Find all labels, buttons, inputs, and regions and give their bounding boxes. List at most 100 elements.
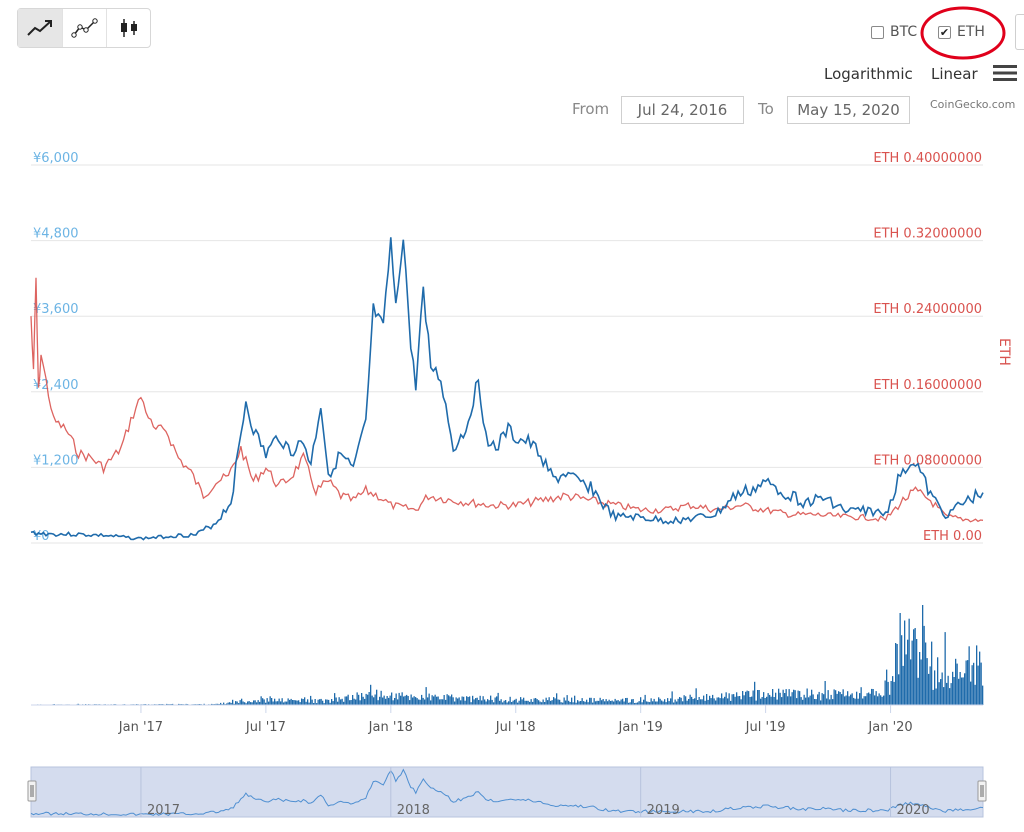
volume-bar: [811, 689, 813, 705]
volume-bar: [448, 695, 450, 705]
volume-bar: [962, 677, 964, 705]
volume-bar: [928, 673, 930, 705]
candlestick-chart-button[interactable]: [106, 9, 150, 47]
volume-bar: [431, 695, 433, 705]
line-markers-chart-button[interactable]: [62, 9, 106, 47]
volume-bar: [598, 700, 600, 705]
cut-off-control[interactable]: [1015, 14, 1024, 50]
volume-bar: [601, 700, 603, 705]
volume-bar: [725, 692, 727, 705]
volume-bar: [896, 644, 898, 705]
volume-bar: [893, 681, 895, 705]
volume-bar: [889, 694, 891, 705]
volume-bar: [398, 692, 400, 705]
volume-bar: [829, 699, 831, 705]
volume-bar: [650, 698, 652, 705]
volume-bar: [880, 695, 882, 705]
volume-bar: [676, 701, 678, 705]
volume-bar: [568, 700, 570, 705]
y-right-tick-label: ETH 0.40000000: [873, 151, 982, 166]
volume-bar: [830, 694, 832, 705]
btc-toggle[interactable]: BTC: [871, 24, 917, 40]
volume-bar: [413, 696, 415, 705]
volume-bar: [761, 697, 763, 705]
y-left-tick-label: ¥3,600: [33, 302, 79, 317]
volume-bar: [832, 699, 834, 705]
volume-bar: [434, 694, 436, 705]
volume-bar: [418, 699, 420, 705]
volume-bar: [770, 696, 772, 705]
volume-bar: [532, 701, 534, 705]
navigator-right-handle[interactable]: [977, 780, 987, 802]
volume-bar: [680, 697, 682, 705]
volume-bar: [904, 620, 906, 705]
volume-bar: [595, 701, 597, 705]
range-from-input[interactable]: Jul 24, 2016: [621, 96, 744, 124]
menu-icon[interactable]: [993, 64, 1017, 82]
volume-bar: [472, 695, 474, 705]
volume-bar: [701, 699, 703, 705]
volume-bar: [934, 670, 936, 705]
volume-bar: [454, 701, 456, 705]
volume-bar: [826, 698, 828, 705]
volume-bar: [613, 701, 615, 705]
volume-bar: [656, 701, 658, 705]
volume-bar: [509, 696, 511, 705]
eth-toggle[interactable]: ✔ ETH: [938, 24, 985, 40]
volume-bar: [955, 658, 957, 705]
volume-bar: [490, 695, 492, 705]
volume-bar: [589, 697, 591, 705]
volume-bar: [227, 702, 229, 705]
volume-bar: [679, 697, 681, 705]
logarithmic-toggle[interactable]: Logarithmic: [824, 65, 913, 83]
volume-bar: [863, 696, 865, 705]
volume-bar: [673, 702, 675, 705]
line-chart-button[interactable]: [18, 9, 62, 47]
volume-bar: [571, 697, 573, 705]
credit-link[interactable]: CoinGecko.com: [930, 98, 1016, 111]
volume-bar: [605, 699, 607, 705]
volume-bar: [869, 693, 871, 705]
linear-toggle[interactable]: Linear: [931, 65, 978, 83]
volume-bar: [320, 698, 322, 705]
volume-bar: [397, 699, 399, 705]
volume-bar: [185, 703, 187, 705]
volume-bar: [371, 695, 373, 705]
volume-bar: [727, 698, 729, 705]
volume-bar: [259, 701, 261, 705]
volume-bar: [217, 703, 219, 705]
line-markers-chart-icon: [70, 18, 98, 38]
volume-bar: [539, 701, 541, 705]
eth-checkbox[interactable]: ✔: [938, 25, 951, 39]
volume-bar: [572, 702, 574, 705]
volume-bar: [404, 695, 406, 705]
volume-bar: [223, 702, 225, 705]
volume-bar: [859, 693, 861, 705]
volume-bar: [289, 699, 291, 705]
volume-bar: [373, 697, 375, 705]
volume-bar: [557, 699, 559, 705]
volume-bar: [479, 695, 481, 705]
volume-bar: [562, 702, 564, 705]
volume-bar: [877, 696, 879, 705]
range-to-input[interactable]: May 15, 2020: [787, 96, 910, 124]
volume-bar: [476, 697, 478, 705]
volume-bar: [469, 696, 471, 705]
volume-bar: [524, 700, 526, 705]
volume-bar: [971, 665, 973, 705]
volume-bar: [899, 613, 901, 705]
volume-bar: [689, 694, 691, 705]
volume-bar: [406, 694, 408, 705]
volume-bar: [547, 700, 549, 705]
volume-bar: [236, 701, 238, 705]
volume-bar: [886, 669, 888, 705]
volume-bar: [350, 700, 352, 705]
navigator-left-handle[interactable]: [27, 780, 37, 802]
volume-bar: [278, 698, 280, 705]
volume-bar: [784, 693, 786, 705]
volume-bar: [304, 697, 306, 705]
volume-bar: [740, 699, 742, 705]
volume-bar: [895, 643, 897, 705]
btc-checkbox[interactable]: [871, 25, 884, 39]
volume-bar: [466, 696, 468, 705]
